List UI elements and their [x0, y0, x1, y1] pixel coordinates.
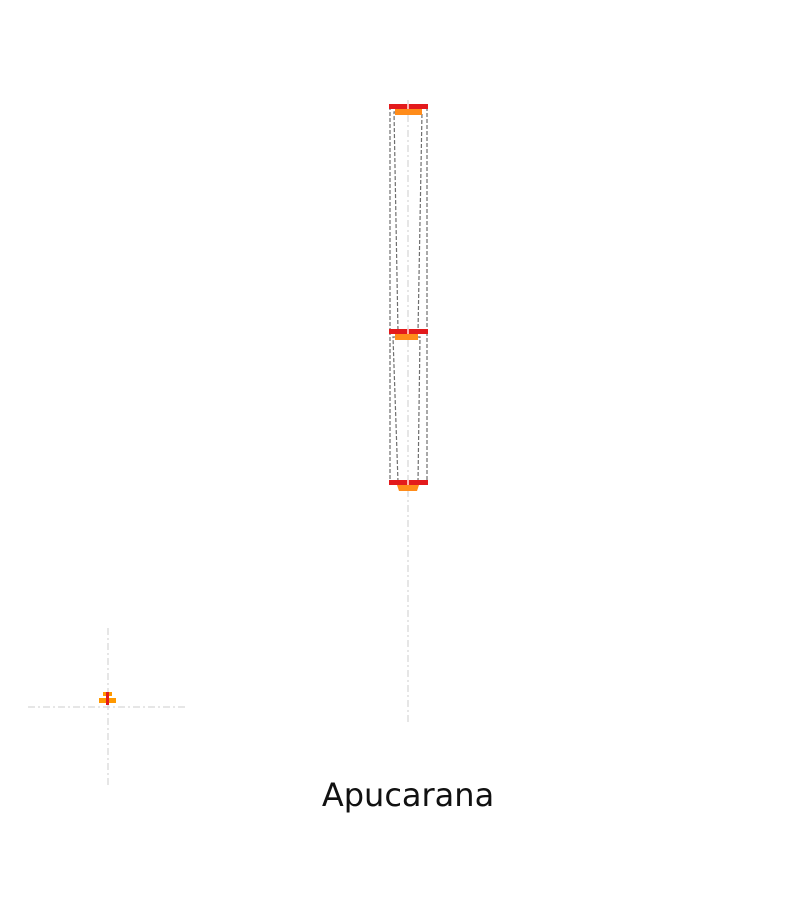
top-cap-notch [407, 104, 409, 109]
top-cap [389, 104, 428, 115]
middle-cap-tab [395, 334, 418, 340]
top-cap-tab [395, 109, 422, 115]
bottom-cap [389, 480, 428, 491]
bottom-cap-notch [407, 480, 409, 485]
location-marker [99, 692, 116, 705]
location-marker-stem [106, 692, 109, 705]
lower-segment-inner-outline [392, 336, 421, 483]
middle-cap-notch [407, 329, 409, 334]
middle-cap [389, 329, 428, 340]
diagram-caption: Apucarana [321, 776, 495, 814]
bottom-cap-tab [397, 485, 419, 491]
